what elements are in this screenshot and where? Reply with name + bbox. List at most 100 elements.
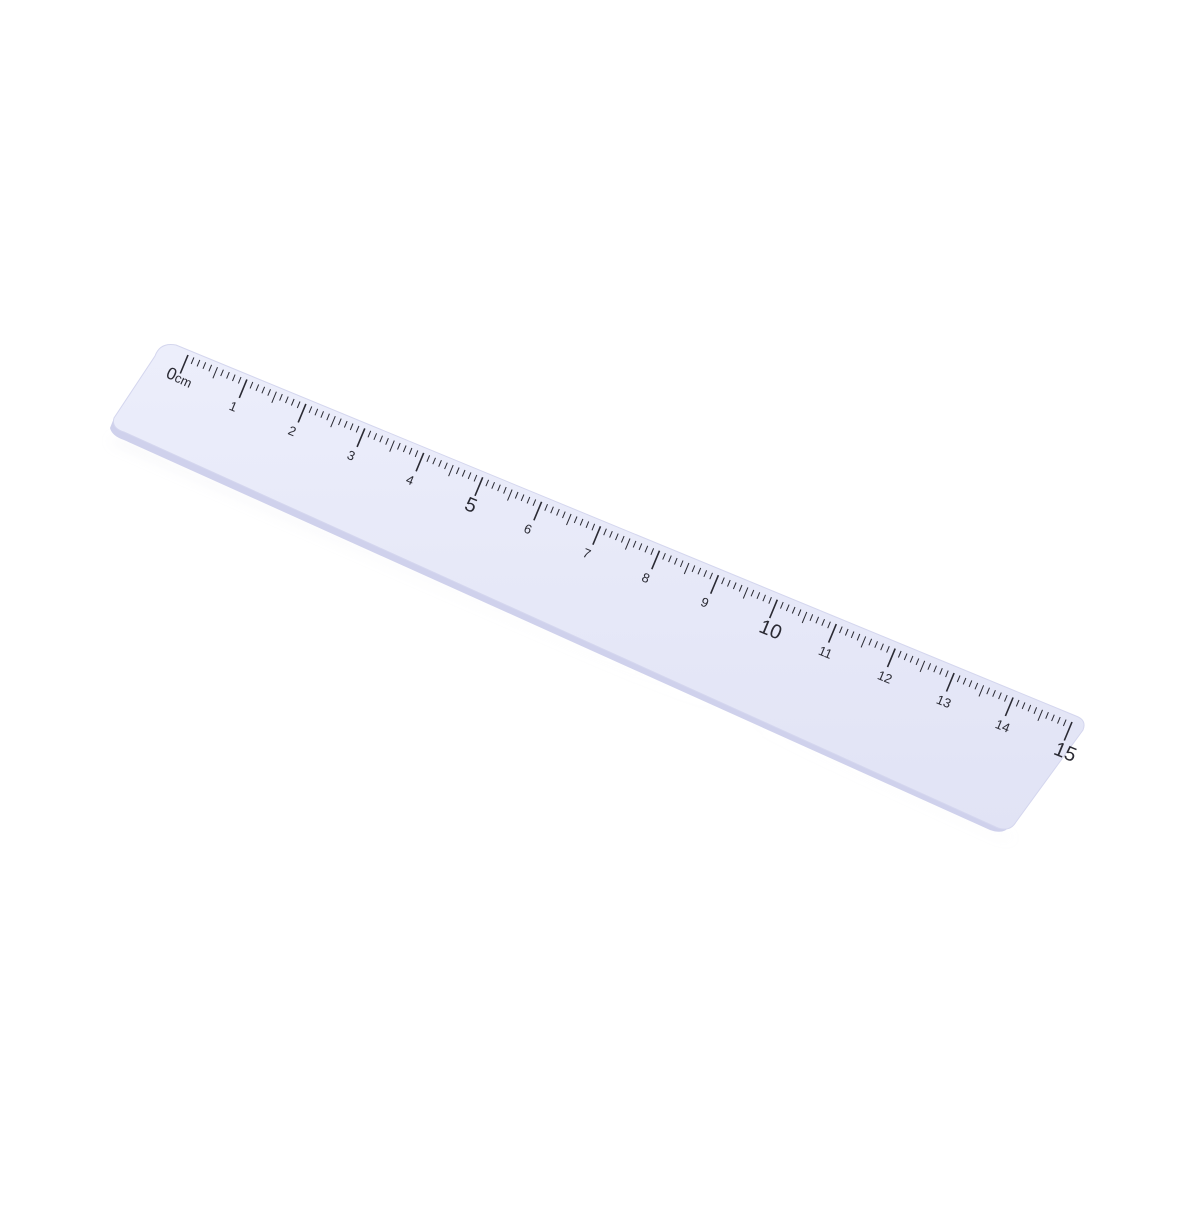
mm-tick — [624, 538, 631, 550]
mm-tick — [968, 680, 973, 688]
cm-tick — [886, 648, 896, 668]
mm-tick — [915, 658, 920, 666]
mm-tick — [455, 467, 460, 475]
mm-tick — [821, 619, 825, 626]
mm-tick — [485, 479, 490, 487]
mm-tick — [397, 442, 401, 450]
mm-tick — [591, 523, 596, 531]
mm-tick — [662, 553, 666, 560]
mm-tick — [844, 628, 849, 636]
mm-tick — [638, 543, 643, 551]
mm-tick — [279, 393, 283, 401]
mm-tick — [550, 506, 554, 514]
mm-tick — [255, 384, 260, 391]
mm-tick — [1004, 694, 1008, 702]
mm-tick — [432, 457, 436, 465]
mm-tick — [208, 364, 213, 372]
cm-tick — [709, 574, 720, 595]
mm-tick — [709, 572, 713, 580]
mm-tick — [860, 636, 867, 648]
mm-tick — [267, 389, 271, 396]
mm-tick — [801, 611, 808, 624]
cm-number-label: 14 — [993, 716, 1012, 735]
mm-tick — [220, 369, 224, 377]
mm-tick — [956, 675, 961, 683]
mm-tick — [190, 357, 195, 365]
mm-tick — [314, 408, 319, 416]
mm-tick — [202, 362, 207, 369]
mm-tick — [868, 638, 873, 646]
mm-tick — [886, 646, 890, 653]
mm-tick — [683, 562, 690, 575]
mm-tick — [615, 533, 619, 541]
cm-tick — [415, 452, 425, 472]
cm-tick — [238, 379, 248, 399]
mm-tick — [880, 643, 884, 651]
cm-tick — [297, 403, 307, 423]
mm-tick — [379, 435, 383, 443]
mm-tick — [815, 616, 820, 624]
mm-tick — [226, 371, 230, 379]
mm-tick — [945, 670, 949, 678]
mm-tick — [285, 396, 289, 404]
mm-tick — [797, 609, 802, 617]
mm-tick — [343, 420, 348, 428]
cm-tick — [1004, 697, 1014, 717]
mm-tick — [566, 513, 572, 526]
cm-tick — [945, 672, 955, 692]
ruler-scale — [179, 354, 1073, 741]
mm-tick — [644, 545, 649, 553]
mm-tick — [780, 601, 784, 609]
mm-tick — [367, 430, 372, 438]
mm-tick — [874, 641, 878, 648]
mm-tick — [261, 386, 266, 394]
mm-tick — [785, 604, 790, 612]
mm-tick — [827, 621, 831, 629]
cm-tick — [533, 501, 543, 521]
mm-tick — [909, 655, 914, 663]
mm-tick — [402, 445, 407, 453]
mm-tick — [1021, 702, 1026, 710]
mm-tick — [927, 663, 932, 670]
mm-tick — [461, 469, 466, 477]
ruler-body — [113, 344, 1085, 830]
mm-tick — [526, 496, 531, 504]
mm-tick — [809, 614, 814, 621]
cm-tick — [827, 623, 838, 643]
mm-tick — [544, 504, 548, 511]
mm-tick — [532, 499, 537, 506]
ruler-shadow — [110, 440, 1015, 840]
mm-tick — [467, 472, 472, 480]
mm-tick — [448, 464, 454, 477]
mm-tick — [756, 592, 761, 599]
mm-tick — [573, 516, 578, 524]
mm-tick — [768, 597, 772, 604]
mm-tick — [897, 650, 902, 658]
mm-tick — [491, 482, 495, 489]
mm-tick — [1033, 707, 1038, 714]
mm-tick — [992, 690, 996, 697]
cm-number-label: 13 — [934, 692, 953, 711]
mm-tick — [349, 423, 354, 431]
mm-tick — [556, 508, 560, 516]
mm-tick — [933, 665, 937, 673]
mm-tick — [962, 677, 967, 685]
mm-tick — [978, 685, 985, 697]
mm-tick — [839, 626, 843, 634]
mm-tick — [732, 582, 737, 590]
mm-tick — [939, 668, 943, 675]
mm-tick — [609, 531, 613, 538]
mm-tick — [308, 406, 313, 413]
mm-tick — [296, 401, 301, 409]
cm-tick — [768, 599, 779, 619]
mm-tick — [438, 460, 442, 467]
mm-tick — [1062, 719, 1067, 727]
cm-tick — [474, 476, 484, 497]
mm-tick — [389, 440, 395, 452]
mm-tick — [727, 579, 731, 587]
cm-tick — [179, 354, 189, 374]
mm-tick — [414, 450, 419, 458]
mm-tick — [691, 565, 696, 573]
